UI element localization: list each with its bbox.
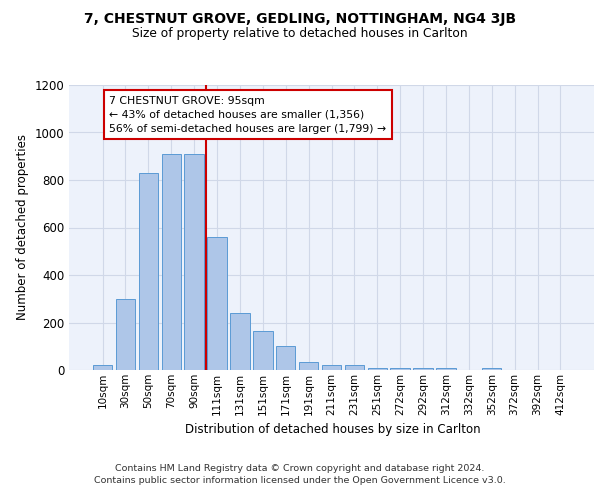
Bar	[230, 313, 250, 370]
Text: 7 CHESTNUT GROVE: 95sqm
← 43% of detached houses are smaller (1,356)
56% of semi: 7 CHESTNUT GROVE: 95sqm ← 43% of detache…	[109, 96, 386, 134]
Bar	[322, 365, 341, 370]
Bar	[413, 368, 433, 370]
Bar	[368, 368, 387, 370]
Text: Size of property relative to detached houses in Carlton: Size of property relative to detached ho…	[132, 28, 468, 40]
Bar	[391, 368, 410, 370]
Bar	[482, 368, 502, 370]
Bar	[208, 237, 227, 370]
Bar	[184, 154, 204, 370]
Bar	[299, 362, 319, 370]
Bar	[93, 365, 112, 370]
Bar	[116, 298, 135, 370]
Y-axis label: Number of detached properties: Number of detached properties	[16, 134, 29, 320]
Bar	[139, 173, 158, 370]
Text: Distribution of detached houses by size in Carlton: Distribution of detached houses by size …	[185, 422, 481, 436]
Bar	[253, 332, 272, 370]
Text: Contains HM Land Registry data © Crown copyright and database right 2024.: Contains HM Land Registry data © Crown c…	[115, 464, 485, 473]
Bar	[276, 346, 295, 370]
Bar	[161, 154, 181, 370]
Text: Contains public sector information licensed under the Open Government Licence v3: Contains public sector information licen…	[94, 476, 506, 485]
Bar	[344, 365, 364, 370]
Bar	[436, 368, 455, 370]
Text: 7, CHESTNUT GROVE, GEDLING, NOTTINGHAM, NG4 3JB: 7, CHESTNUT GROVE, GEDLING, NOTTINGHAM, …	[84, 12, 516, 26]
